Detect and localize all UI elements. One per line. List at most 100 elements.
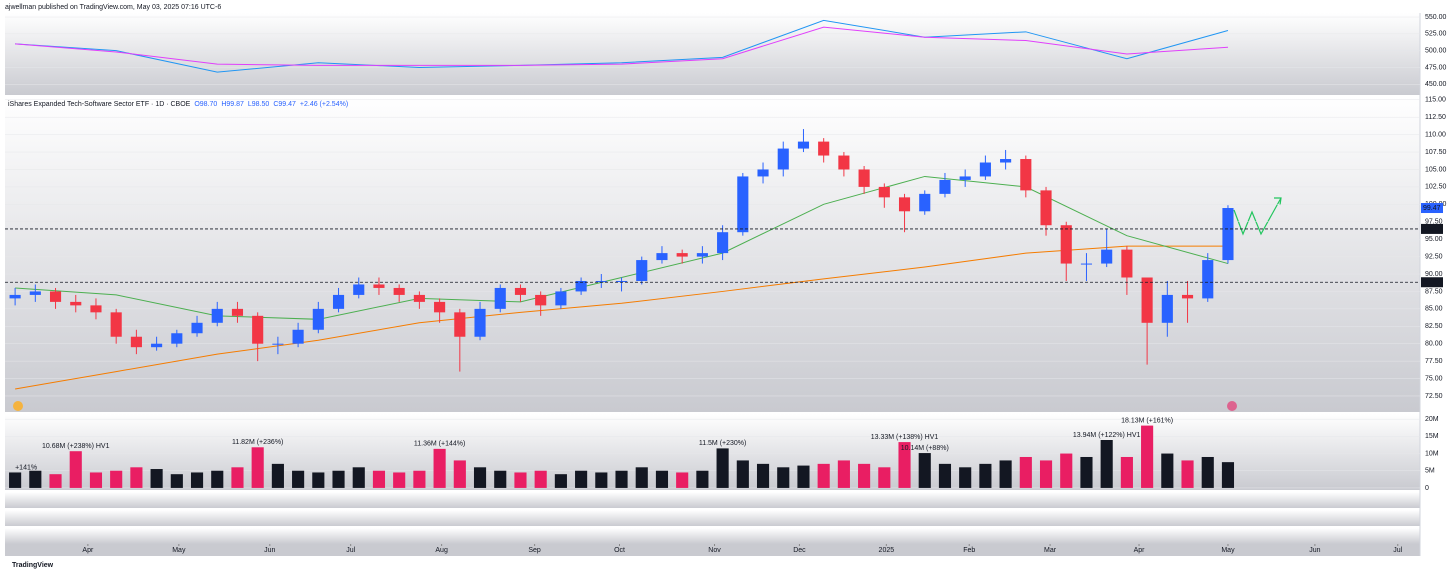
volume-bar (514, 472, 527, 488)
projection-arrow (1233, 197, 1282, 236)
candle-body (252, 315, 264, 344)
volume-bar (898, 442, 911, 488)
candle-body (514, 287, 527, 295)
candle-body (1020, 159, 1032, 191)
volume-bar (251, 447, 264, 488)
candle-body (413, 294, 425, 302)
volume-bar (736, 460, 749, 488)
empty-panel (5, 510, 1420, 526)
x-tick-label: Apr (1134, 547, 1146, 554)
y-tick-label: 110.00 (1425, 131, 1446, 138)
x-tick-label: Mar (1044, 547, 1057, 554)
volume-bar (756, 463, 770, 488)
volume-bar (453, 460, 466, 488)
volume-bar (1019, 456, 1032, 488)
y-tick-label: 85.00 (1425, 306, 1443, 313)
candle-body (878, 186, 890, 198)
event-icon (13, 401, 23, 411)
y-tick-label: 90.00 (1425, 271, 1443, 278)
volume-bar (1060, 453, 1073, 488)
candle-body (49, 291, 62, 302)
candle-body (1141, 277, 1153, 323)
x-tick-label: Dec (793, 547, 806, 554)
arrow-head (1274, 197, 1282, 206)
footer: TradingView (12, 562, 54, 569)
volume-bar (413, 470, 426, 488)
volume-bar (1221, 462, 1235, 488)
x-tick-label: 2025 (879, 547, 895, 554)
volume-bar (837, 460, 850, 488)
candle-body (454, 312, 466, 337)
event-icon (1227, 401, 1237, 411)
candle-body (1040, 190, 1052, 226)
volume-bar (312, 472, 325, 488)
y-tick-label: 450.00 (1425, 81, 1447, 88)
candle-body (575, 280, 587, 292)
volume-bar (858, 463, 871, 488)
level-label-box (1421, 223, 1443, 234)
volume-bar (1039, 460, 1053, 488)
candle-body (636, 260, 648, 281)
volume-bar (29, 470, 42, 488)
y-tick-label: 102.50 (1425, 184, 1447, 191)
candle-body (979, 162, 991, 177)
level-label-box (1421, 277, 1443, 288)
candle-body (1222, 208, 1234, 261)
candle-body (9, 294, 21, 299)
candle-body (272, 343, 284, 345)
indicator-line (15, 19, 1229, 73)
y-tick-label: 77.50 (1425, 358, 1443, 365)
candle-body (1000, 159, 1012, 163)
volume-annotation: 11.5M (+230%) (699, 440, 747, 447)
level-label: 96.47 (1423, 226, 1441, 233)
candle-body (717, 232, 729, 254)
volume-annotation: 13.94M (+122%) HV1 (1073, 432, 1141, 439)
y-tick-label: 95.00 (1425, 236, 1443, 243)
volume-bar (130, 467, 143, 488)
candle-body (474, 308, 486, 337)
candle-body (353, 284, 365, 295)
volume-bar (777, 467, 790, 488)
candle-body (231, 308, 244, 316)
volume-bar (595, 472, 608, 488)
candle-body (919, 193, 931, 212)
candle-body (1080, 263, 1093, 265)
volume-bar (554, 474, 567, 488)
volume-bar (231, 467, 244, 488)
y-tick-label: 75.00 (1425, 375, 1443, 382)
y-tick-label: 105.00 (1425, 166, 1447, 173)
x-tick-label: Sep (528, 547, 541, 554)
volume-bar (999, 460, 1012, 488)
volume-bar (918, 453, 931, 488)
candle-body (70, 301, 82, 306)
legend-title: iShares Expanded Tech-Software Sector ET… (8, 101, 191, 108)
candle-body (434, 301, 446, 313)
volume-annotation: 11.36M (+144%) (414, 441, 465, 448)
x-tick-label: May (172, 547, 186, 554)
indicator-line (15, 26, 1228, 66)
candle-body (898, 197, 911, 212)
y-tick-label: 97.50 (1425, 219, 1443, 226)
volume-bar (1120, 456, 1133, 488)
candle-body (312, 308, 324, 330)
volume-bar (150, 469, 163, 488)
volume-bar (190, 472, 204, 488)
candle-body (1121, 249, 1133, 278)
candle-body (393, 287, 405, 295)
volume-bar (575, 470, 588, 488)
candle-body (777, 148, 789, 170)
volume-bar (110, 470, 123, 488)
x-tick-label: Aug (435, 547, 448, 554)
header: ajwellman published on TradingView.com, … (5, 4, 221, 11)
empty-panel (5, 492, 1420, 508)
volume-annotation: 10.14M (+88%) (901, 445, 949, 452)
y-tick-label: 550.00 (1425, 14, 1447, 21)
candle-body (494, 287, 506, 309)
x-tick-label: Apr (82, 547, 94, 554)
candle-body (110, 312, 122, 337)
candle-body (696, 253, 708, 257)
volume-annotation: 11.82M (+236%) (232, 439, 283, 446)
volume-bar (9, 472, 22, 488)
price-panel (5, 97, 1420, 412)
